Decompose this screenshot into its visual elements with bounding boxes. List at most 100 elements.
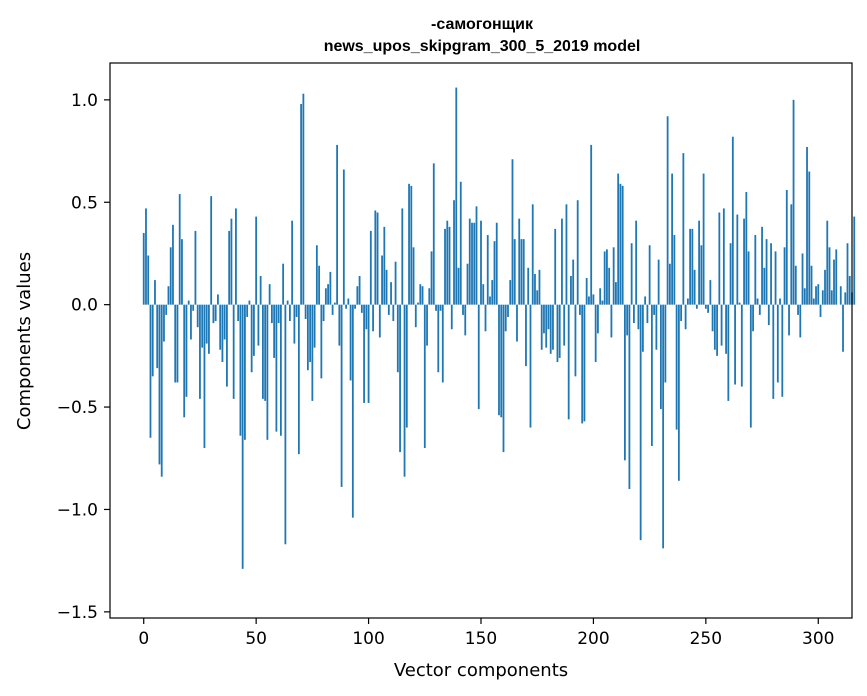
bar <box>372 304 374 332</box>
bar <box>430 251 433 305</box>
bar <box>738 302 741 305</box>
bar <box>540 304 543 350</box>
bar <box>761 226 763 305</box>
bar <box>410 185 413 305</box>
bar <box>214 304 217 322</box>
bar <box>810 265 813 305</box>
bar <box>336 144 338 305</box>
bar <box>549 304 552 354</box>
bar <box>262 304 264 399</box>
y-tick-label: −1.5 <box>57 603 98 623</box>
bar <box>792 99 795 305</box>
bar <box>592 294 595 305</box>
bar <box>709 280 712 305</box>
bar <box>304 304 307 319</box>
bar <box>241 304 244 569</box>
bar <box>725 304 727 354</box>
bar <box>668 263 671 305</box>
x-tick-label: 300 <box>802 629 834 649</box>
x-tick-label: 150 <box>465 629 497 649</box>
bar <box>480 220 482 305</box>
bar <box>686 298 689 305</box>
bar <box>833 259 835 305</box>
bar <box>145 208 147 305</box>
y-axis-ticks: −1.5 −1.0 −0.5 0.0 0.5 1.0 <box>57 91 110 623</box>
bar <box>556 304 559 362</box>
bar <box>803 288 806 305</box>
bar <box>531 204 534 305</box>
bar <box>774 251 777 305</box>
bar <box>297 304 300 455</box>
y-tick-label: −1.0 <box>57 500 98 520</box>
bar <box>835 249 838 305</box>
bar <box>729 243 732 305</box>
bar <box>282 263 285 305</box>
bar <box>367 304 370 403</box>
bar <box>520 239 523 305</box>
bar <box>477 304 480 410</box>
bar <box>698 220 700 305</box>
bar <box>457 267 460 305</box>
bar <box>633 304 635 324</box>
bar <box>561 218 563 305</box>
y-tick-label: −0.5 <box>57 398 98 418</box>
bar <box>842 304 844 352</box>
bar <box>324 288 327 305</box>
bar <box>529 304 532 428</box>
bar <box>648 245 651 305</box>
bar <box>657 259 660 305</box>
chart-title-line2: news_upos_skipgram_300_5_2019 model <box>324 38 641 55</box>
bar <box>758 304 761 315</box>
x-tick-label: 0 <box>138 629 149 649</box>
bar <box>156 304 159 369</box>
bar <box>399 304 401 453</box>
bar <box>313 304 316 348</box>
bar <box>455 87 458 305</box>
bar <box>482 284 485 305</box>
bar <box>246 304 249 317</box>
bar <box>181 239 183 305</box>
bar <box>264 304 267 401</box>
bar <box>819 304 822 317</box>
bar <box>527 267 530 305</box>
bar <box>718 212 721 305</box>
bar <box>462 304 464 315</box>
bar <box>435 304 437 311</box>
bar <box>491 280 494 305</box>
bar <box>302 93 305 305</box>
bar <box>844 292 847 305</box>
bar <box>208 304 210 354</box>
bar <box>675 304 678 430</box>
bar <box>244 304 246 440</box>
bar <box>630 243 633 305</box>
bar <box>740 304 743 387</box>
bar <box>354 304 356 309</box>
bar <box>475 206 478 305</box>
bar <box>259 275 262 305</box>
bar <box>743 218 745 305</box>
bar <box>677 304 680 481</box>
bar <box>174 304 177 383</box>
bar <box>196 304 199 328</box>
bar <box>637 304 640 330</box>
bar <box>824 269 826 305</box>
bar <box>794 265 797 305</box>
bar <box>331 304 334 315</box>
bar <box>776 304 779 383</box>
bar <box>801 253 804 305</box>
bar <box>190 304 192 340</box>
bar <box>142 232 145 305</box>
bar <box>221 304 224 362</box>
bar <box>704 304 707 309</box>
bar <box>504 304 507 332</box>
bar <box>212 304 215 324</box>
bar <box>228 230 231 305</box>
bar <box>790 204 793 305</box>
bar <box>498 304 500 416</box>
bar <box>574 304 577 377</box>
bar <box>295 304 298 317</box>
bar <box>273 304 276 358</box>
bar <box>192 304 195 311</box>
bar <box>201 304 204 348</box>
bar <box>734 304 736 385</box>
